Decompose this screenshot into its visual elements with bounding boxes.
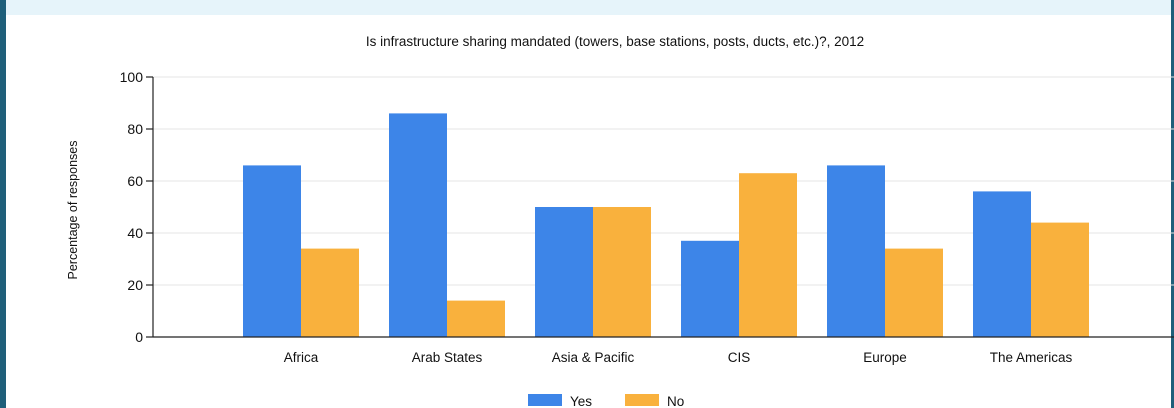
bar-no — [593, 207, 651, 337]
bar-no — [301, 248, 359, 337]
x-category-label: Africa — [284, 350, 319, 365]
bar-no — [1031, 222, 1089, 337]
window-left-border — [0, 0, 6, 408]
x-category-label: CIS — [728, 350, 751, 365]
bar-yes — [243, 165, 301, 337]
axes — [146, 76, 1174, 338]
bar-yes — [535, 207, 593, 337]
bars — [243, 113, 1089, 338]
y-tick-label: 0 — [135, 329, 143, 345]
x-category-label: Asia & Pacific — [552, 350, 635, 365]
y-tick-label: 80 — [127, 121, 143, 137]
legend: Yes No — [528, 394, 684, 408]
y-tick-label: 60 — [127, 173, 143, 189]
bar-no — [885, 248, 943, 337]
x-category-label: Arab States — [412, 350, 483, 365]
x-category-label: The Americas — [990, 350, 1073, 365]
x-category-labels: Africa Arab States Asia & Pacific CIS Europe… — [284, 350, 1073, 365]
legend-label: No — [667, 394, 684, 408]
window-right-border — [1171, 0, 1174, 408]
legend-label: Yes — [570, 394, 592, 408]
bar-yes — [973, 191, 1031, 337]
header-strip — [6, 0, 1171, 15]
bar-no — [447, 300, 505, 337]
chart-title: Is infrastructure sharing mandated (towe… — [366, 34, 864, 49]
y-tick-labels: 0 20 40 60 80 100 — [120, 69, 144, 345]
y-tick-label: 100 — [120, 69, 144, 85]
bar-yes — [681, 240, 739, 337]
legend-swatch — [625, 394, 659, 406]
bar-yes — [827, 165, 885, 337]
bar-no — [739, 173, 797, 337]
bar-yes — [389, 113, 447, 338]
x-category-label: Europe — [863, 350, 907, 365]
y-tick-label: 40 — [127, 225, 143, 241]
y-tick-label: 20 — [127, 277, 143, 293]
legend-swatch — [528, 394, 562, 406]
y-axis-label: Percentage of responses — [66, 141, 80, 280]
